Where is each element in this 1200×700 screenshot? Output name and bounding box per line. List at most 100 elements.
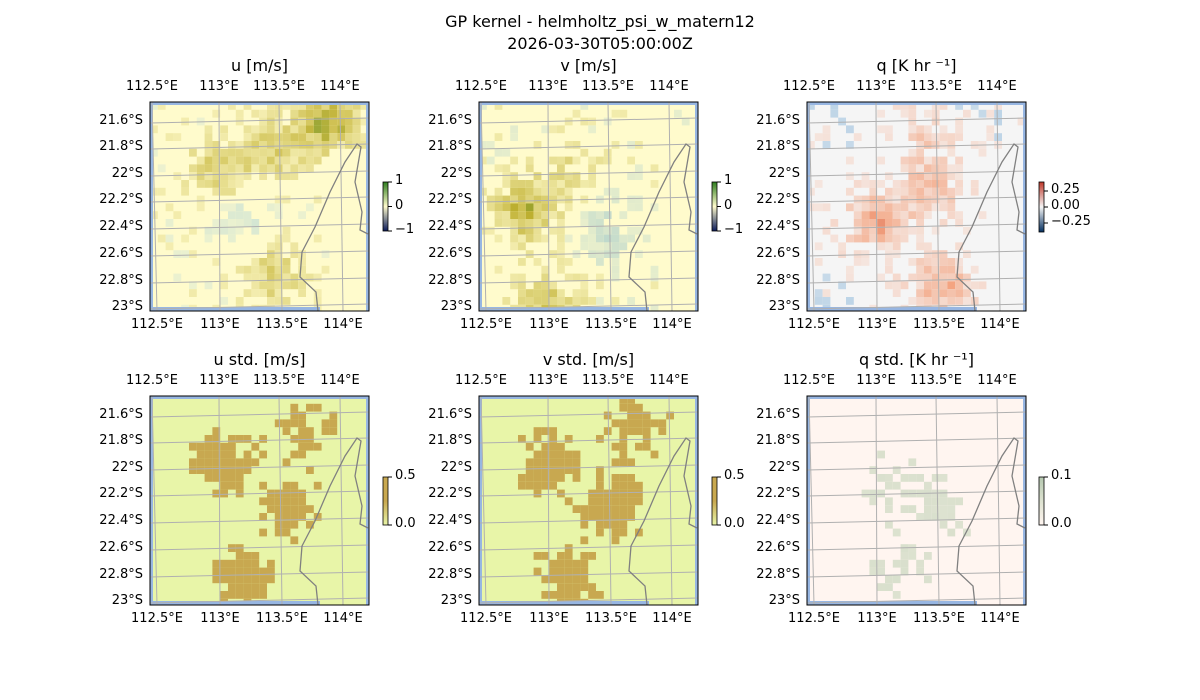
grid-cell (313, 273, 322, 282)
lon-tick-label-bottom: 114°E (980, 317, 1020, 332)
grid-cell (259, 141, 267, 149)
grid-cell (611, 536, 620, 545)
grid-cell (259, 435, 267, 443)
grid-cell (916, 513, 924, 521)
grid-cell (313, 195, 322, 204)
grid-cell (549, 187, 557, 196)
lon-tick-label-bottom: 112.5°E (131, 611, 183, 626)
grid-cell (282, 520, 291, 529)
grid-cell (885, 583, 893, 591)
lat-tick-label: 22°S (768, 460, 800, 475)
grid-cell (596, 273, 604, 282)
grid-cell (924, 242, 932, 251)
grid-cell (627, 195, 635, 204)
grid-cell (290, 102, 299, 110)
grid-cell (502, 219, 511, 227)
grid-cell (900, 281, 909, 290)
grid-cell (352, 109, 361, 118)
grid-cell (939, 289, 948, 297)
grid-cell (274, 234, 283, 243)
grid-cell (642, 234, 651, 243)
grid-cell (900, 109, 909, 118)
grid-cell (650, 164, 659, 173)
grid-cell (157, 164, 166, 173)
map-panel (149, 395, 392, 606)
grid-cell (298, 148, 306, 157)
grid-cell (939, 489, 948, 498)
grid-cell (298, 211, 306, 219)
grid-cell (814, 289, 823, 297)
grid-cell (846, 156, 854, 165)
grid-cell (564, 458, 573, 467)
grid-cell (994, 117, 1002, 126)
grid-cell (212, 180, 221, 188)
grid-cell (916, 297, 924, 305)
grid-cell (533, 474, 542, 482)
grid-cell (955, 297, 963, 305)
grid-cell (924, 552, 932, 560)
grid-cell (228, 219, 236, 227)
grid-cell (580, 536, 589, 545)
grid-cell (885, 281, 893, 290)
lat-tick-label: 21.8°S (756, 433, 800, 448)
grid-cell (228, 458, 236, 467)
grid-cell (572, 505, 581, 513)
grid-cell (502, 297, 511, 305)
grid-cell (846, 172, 854, 180)
grid-cell (924, 172, 932, 180)
grid-cell (306, 125, 314, 134)
grid-cell (220, 187, 228, 196)
grid-cell (243, 273, 252, 282)
grid-cell (931, 497, 940, 506)
grid-cell (564, 203, 573, 212)
lat-tick-label: 22.6°S (756, 540, 800, 555)
grid-cell (861, 219, 870, 227)
grid-cell (963, 528, 971, 537)
grid-cell (924, 109, 932, 118)
grid-cell (274, 250, 283, 258)
lat-tick-label: 22.2°S (756, 192, 800, 207)
grid-cell (572, 466, 581, 474)
coastline (628, 143, 698, 311)
grid-cell (596, 242, 604, 251)
grid-cell (885, 497, 893, 506)
grid-cell (603, 211, 612, 219)
grid-cell (510, 234, 518, 243)
colorbar-tick-label: 0.0 (724, 516, 745, 531)
grid-cell (900, 180, 909, 188)
lat-tick-label: 22.8°S (99, 567, 143, 582)
grid-cell (611, 528, 620, 537)
grid-cell (212, 187, 221, 196)
grid-cell (908, 226, 917, 235)
grid-cell (986, 125, 995, 134)
grid-cell (908, 458, 917, 467)
grid-cell (220, 281, 228, 290)
grid-cell (596, 497, 604, 506)
grid-cell (549, 203, 557, 212)
grid-cell (822, 226, 831, 235)
grid-cell (189, 442, 197, 451)
grid-cell (916, 242, 924, 251)
grid-cell (298, 109, 306, 118)
axes-frame (806, 101, 1027, 312)
grid-cell (557, 489, 565, 498)
lat-tick-label: 21.6°S (428, 407, 472, 422)
grid-cell (259, 109, 267, 118)
grid-cell (580, 520, 589, 529)
grid-cell (947, 164, 956, 173)
grid-cell (290, 133, 299, 141)
grid-cell (580, 281, 589, 290)
colorbar-tick-label: 0.0 (1051, 516, 1072, 531)
grid-cell (228, 583, 236, 591)
grid-cell (627, 489, 635, 498)
lon-tick-label-top: 114°E (649, 79, 689, 94)
grid-cell (642, 411, 651, 420)
grid-cell (853, 180, 862, 188)
grid-cell (525, 481, 534, 490)
grid-cell (345, 109, 353, 118)
lat-tick-label: 21.6°S (428, 113, 472, 128)
grid-cell (908, 156, 917, 165)
grid-cell (518, 211, 526, 219)
grid-cell (635, 164, 643, 173)
grid-cell (564, 273, 573, 282)
